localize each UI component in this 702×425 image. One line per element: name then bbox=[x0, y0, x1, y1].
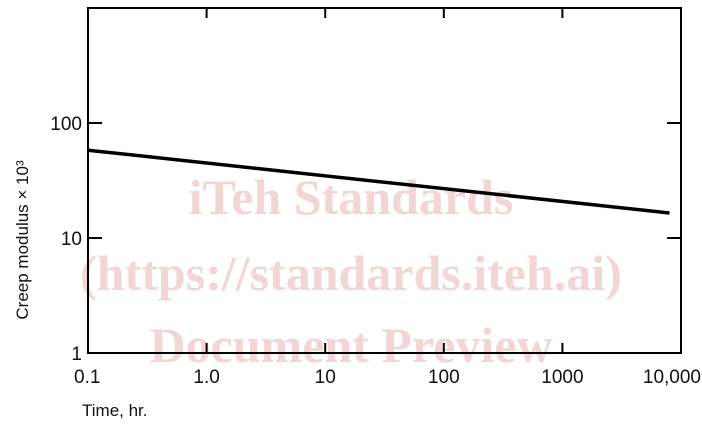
axis-ticks bbox=[87, 8, 682, 354]
series-layer bbox=[87, 148, 670, 215]
x-tick-label: 10 bbox=[315, 367, 336, 388]
y-tick-label: 100 bbox=[50, 114, 82, 135]
plot-frame bbox=[87, 7, 682, 354]
tick-labels: 0.1 1.0 10 100 1000 10,000 1 10 100 bbox=[50, 114, 701, 388]
series-line bbox=[87, 148, 670, 215]
y-tick-label: 1 bbox=[71, 344, 82, 365]
watermark-line-2: (https://standards.iteh.ai) bbox=[80, 245, 622, 301]
x-tick-label: 10,000 bbox=[643, 367, 701, 388]
x-axis-title: Time, hr. bbox=[82, 401, 148, 420]
y-tick-label: 10 bbox=[61, 229, 82, 250]
y-axis-title: Creep modulus × 10³ bbox=[13, 160, 32, 320]
x-tick-label: 100 bbox=[428, 367, 460, 388]
x-tick-label: 1000 bbox=[541, 367, 583, 388]
x-tick-label: 1.0 bbox=[193, 367, 219, 388]
x-tick-label: 0.1 bbox=[74, 367, 100, 388]
watermark-line-3: Document Preview bbox=[149, 317, 552, 373]
